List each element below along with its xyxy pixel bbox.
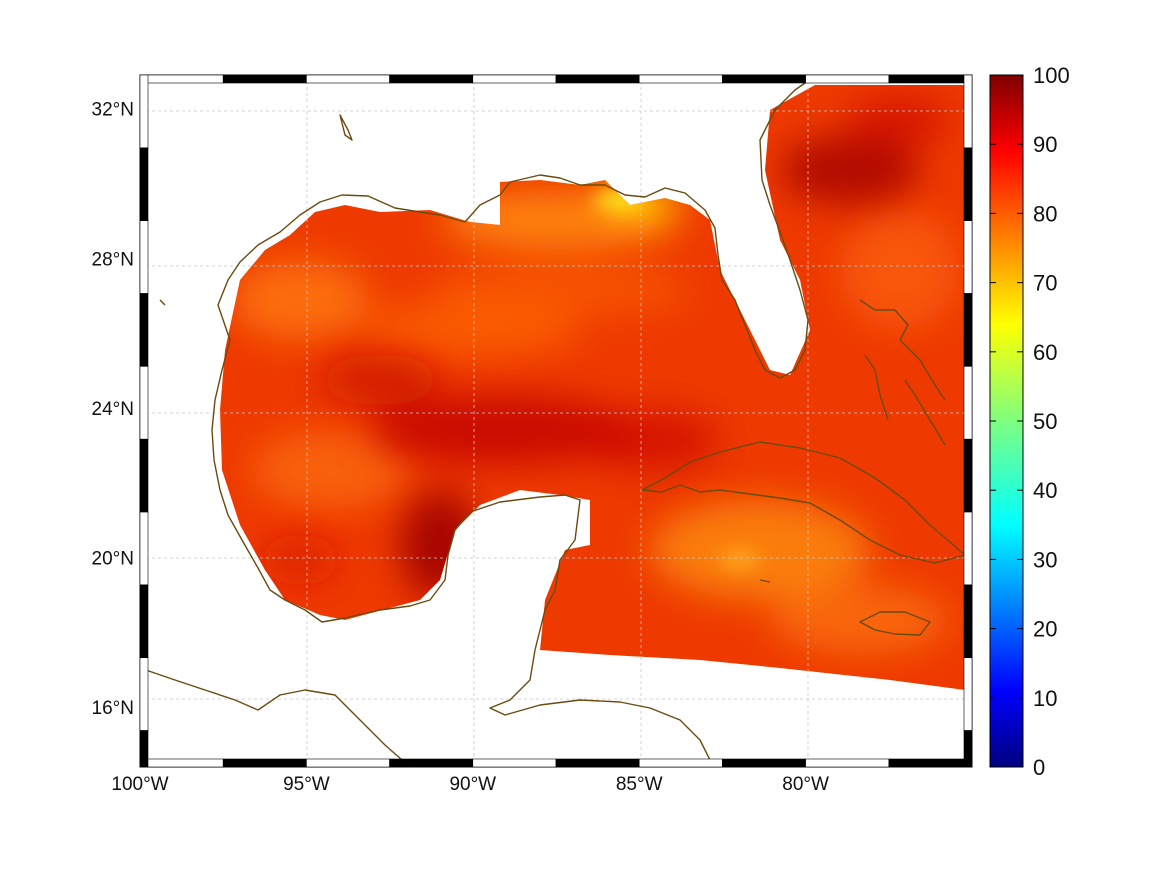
colorbar-tick-label: 70	[1033, 271, 1057, 296]
border-check-bottom	[306, 758, 390, 768]
lat-tick-label: 32°N	[92, 100, 134, 121]
longitude-tick-labels: 100°W 95°W 90°W 85°W 80°W	[111, 774, 829, 795]
latitude-tick-labels: 32°N 28°N 24°N 20°N 16°N	[92, 100, 134, 719]
checkered-border	[139, 74, 973, 768]
colorbar-tick-label: 0	[1033, 755, 1045, 780]
border-check-left	[139, 730, 149, 768]
lat-tick-label: 20°N	[92, 549, 134, 570]
lon-tick-label: 80°W	[782, 774, 829, 795]
border-check-right	[963, 584, 973, 659]
border-check-bottom	[555, 758, 640, 768]
border-check-right	[963, 293, 973, 367]
lat-tick-label: 28°N	[92, 249, 134, 270]
lon-tick-label: 95°W	[283, 774, 330, 795]
colorbar-tick-label: 50	[1033, 409, 1057, 434]
border-check-top	[805, 74, 890, 84]
border-check-top	[638, 74, 723, 84]
lat-tick-label: 24°N	[92, 399, 134, 420]
lon-tick-label: 85°W	[616, 774, 663, 795]
border-check-left	[139, 293, 149, 367]
border-check-left	[139, 74, 149, 149]
lon-tick-label: 90°W	[449, 774, 496, 795]
border-check-right	[963, 220, 973, 294]
border-check-top	[389, 74, 474, 84]
border-check-left	[139, 366, 149, 440]
lat-tick-label: 16°N	[92, 698, 134, 719]
colorbar-tick-label: 60	[1033, 340, 1057, 365]
colorbar-tick-label: 10	[1033, 686, 1057, 711]
graticule	[140, 75, 972, 767]
border-check-left	[139, 584, 149, 659]
border-check-bottom	[888, 758, 973, 768]
border-check-right	[963, 74, 973, 149]
border-check-right	[963, 147, 973, 221]
border-check-left	[139, 438, 149, 513]
border-check-right	[963, 438, 973, 513]
border-check-right	[963, 657, 973, 731]
colorbar-ticks: 0 10 20 30 40 50 60 70 80 90 100	[990, 63, 1070, 780]
border-check-top	[888, 74, 973, 84]
border-check-top	[472, 74, 557, 84]
border-check-bottom	[722, 758, 806, 768]
border-check-top	[555, 74, 640, 84]
border-check-left	[139, 220, 149, 294]
border-check-left	[139, 147, 149, 221]
coastlines	[139, 75, 966, 768]
colorbar-tick-label: 40	[1033, 478, 1057, 503]
border-check-bottom	[638, 758, 723, 768]
colorbar-tick-label: 80	[1033, 201, 1057, 226]
sst-field	[220, 85, 965, 690]
border-check-top	[139, 74, 224, 84]
border-check-left	[139, 657, 149, 731]
colorbar-tick-label: 20	[1033, 617, 1057, 642]
colorbar-tick-label: 90	[1033, 132, 1057, 157]
border-check-bottom	[389, 758, 474, 768]
border-check-right	[963, 511, 973, 586]
colorbar-tick-label: 30	[1033, 547, 1057, 572]
border-check-bottom	[805, 758, 890, 768]
border-check-bottom	[472, 758, 557, 768]
border-check-left	[139, 511, 149, 586]
lon-tick-label: 100°W	[111, 774, 168, 795]
border-check-right	[963, 730, 973, 768]
colorbar-tick-label: 100	[1033, 63, 1070, 88]
border-check-top	[306, 74, 390, 84]
border-check-bottom	[222, 758, 307, 768]
border-check-right	[963, 366, 973, 440]
border-check-bottom	[139, 758, 224, 768]
border-check-top	[222, 74, 307, 84]
border-check-top	[722, 74, 806, 84]
